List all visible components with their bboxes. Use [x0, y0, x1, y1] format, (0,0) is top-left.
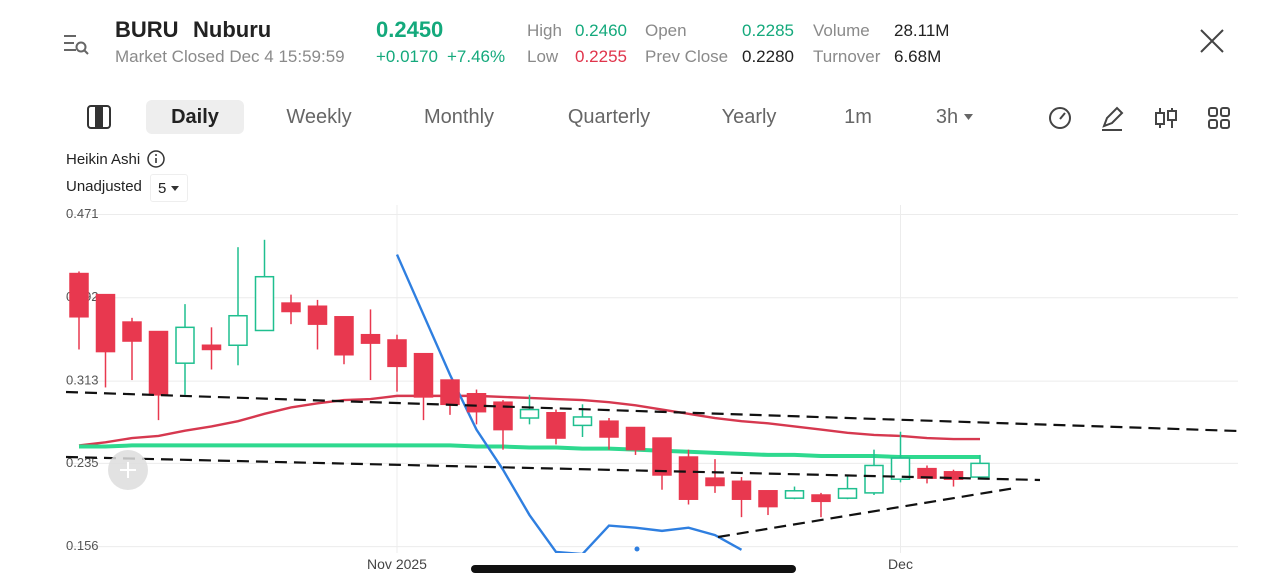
tab[interactable]: Yearly: [721, 106, 777, 128]
stat-value: 0.2255: [575, 47, 627, 66]
y-tick-label: 0.313: [66, 373, 99, 388]
candle-body: [201, 344, 222, 351]
candle-body: [122, 321, 142, 342]
stat-label: Open: [645, 21, 687, 40]
period-select[interactable]: 5: [150, 174, 188, 202]
candle-body: [95, 293, 116, 353]
tab[interactable]: Quarterly: [567, 106, 651, 128]
stat-label: Volume: [813, 21, 870, 40]
stat-label: Turnover: [813, 47, 881, 66]
candle-body: [254, 275, 275, 332]
candle-body: [69, 272, 89, 318]
candle-body: [837, 487, 858, 499]
candle-body: [546, 411, 566, 439]
candle-body: [148, 330, 169, 396]
tool-icons[interactable]: [1046, 104, 1236, 132]
candle-body: [281, 302, 301, 313]
chart-style[interactable]: Heikin Ashi: [66, 151, 141, 168]
marker: [634, 546, 640, 552]
stat-value: 0.2280: [742, 47, 794, 66]
candle-body: [811, 494, 831, 503]
x-tick-label: Dec: [888, 556, 913, 572]
home-indicator: [471, 565, 796, 573]
trendlines: [65, 390, 1239, 539]
dropdown-arrow: [171, 186, 179, 191]
candle-body: [890, 457, 911, 480]
candle-body: [360, 333, 381, 344]
candle-body: [175, 326, 195, 364]
candle-body: [599, 420, 619, 438]
close-button[interactable]: [1198, 27, 1226, 55]
price: 0.2450: [376, 17, 444, 42]
tab[interactable]: 3h: [935, 106, 959, 128]
candle-body: [572, 416, 593, 427]
candle-body: [625, 426, 646, 451]
market-status: Market Closed Dec 4 15:59:59: [115, 47, 345, 66]
tab[interactable]: 1m: [844, 106, 872, 128]
candle-body: [970, 462, 990, 478]
x-tick-label: Nov 2025: [367, 556, 427, 572]
candle-body: [731, 480, 752, 500]
candle-body: [519, 408, 540, 419]
candle-body: [228, 314, 248, 347]
change: +0.0170: [376, 47, 438, 66]
tab[interactable]: Weekly: [286, 106, 352, 128]
candle-body: [466, 393, 487, 413]
info-icon[interactable]: [147, 150, 167, 170]
tab[interactable]: Monthly: [423, 106, 495, 128]
candle-body: [387, 339, 407, 368]
stat-label: Low: [527, 47, 559, 66]
candle-body: [413, 352, 434, 398]
candle-body: [652, 437, 672, 476]
candle-body: [705, 477, 725, 487]
symbol: BURU: [115, 17, 179, 42]
candle-body: [758, 490, 778, 508]
adjustment[interactable]: Unadjusted: [66, 178, 142, 195]
candle-body: [307, 305, 328, 325]
candle-body: [334, 316, 354, 356]
stat-label: High: [527, 21, 562, 40]
stat-value: 0.2460: [575, 21, 627, 40]
candle-body: [493, 401, 513, 431]
moving-average-line: [79, 443, 980, 460]
stat-label: Prev Close: [645, 47, 729, 66]
dropdown-arrow: [964, 114, 973, 120]
tab[interactable]: Daily: [146, 100, 244, 134]
y-tick-label: 0.471: [66, 206, 99, 221]
candle-body: [440, 379, 460, 406]
change-pct: +7.46%: [447, 47, 506, 66]
company-name: Nuburu: [193, 17, 272, 42]
period-value: 5: [158, 180, 167, 197]
candle-body: [678, 456, 699, 500]
stat-value: 28.11M: [894, 21, 950, 40]
stat-value: 0.2285: [742, 21, 794, 40]
y-tick-label: 0.156: [66, 538, 99, 553]
candle-body: [864, 464, 884, 494]
stat-value: 6.68M: [894, 47, 942, 66]
crosshair-icon: [120, 462, 136, 478]
candle-body: [943, 471, 964, 480]
layout-icon[interactable]: [86, 104, 112, 130]
menu-icon[interactable]: [62, 30, 90, 58]
candle-body: [784, 490, 805, 499]
